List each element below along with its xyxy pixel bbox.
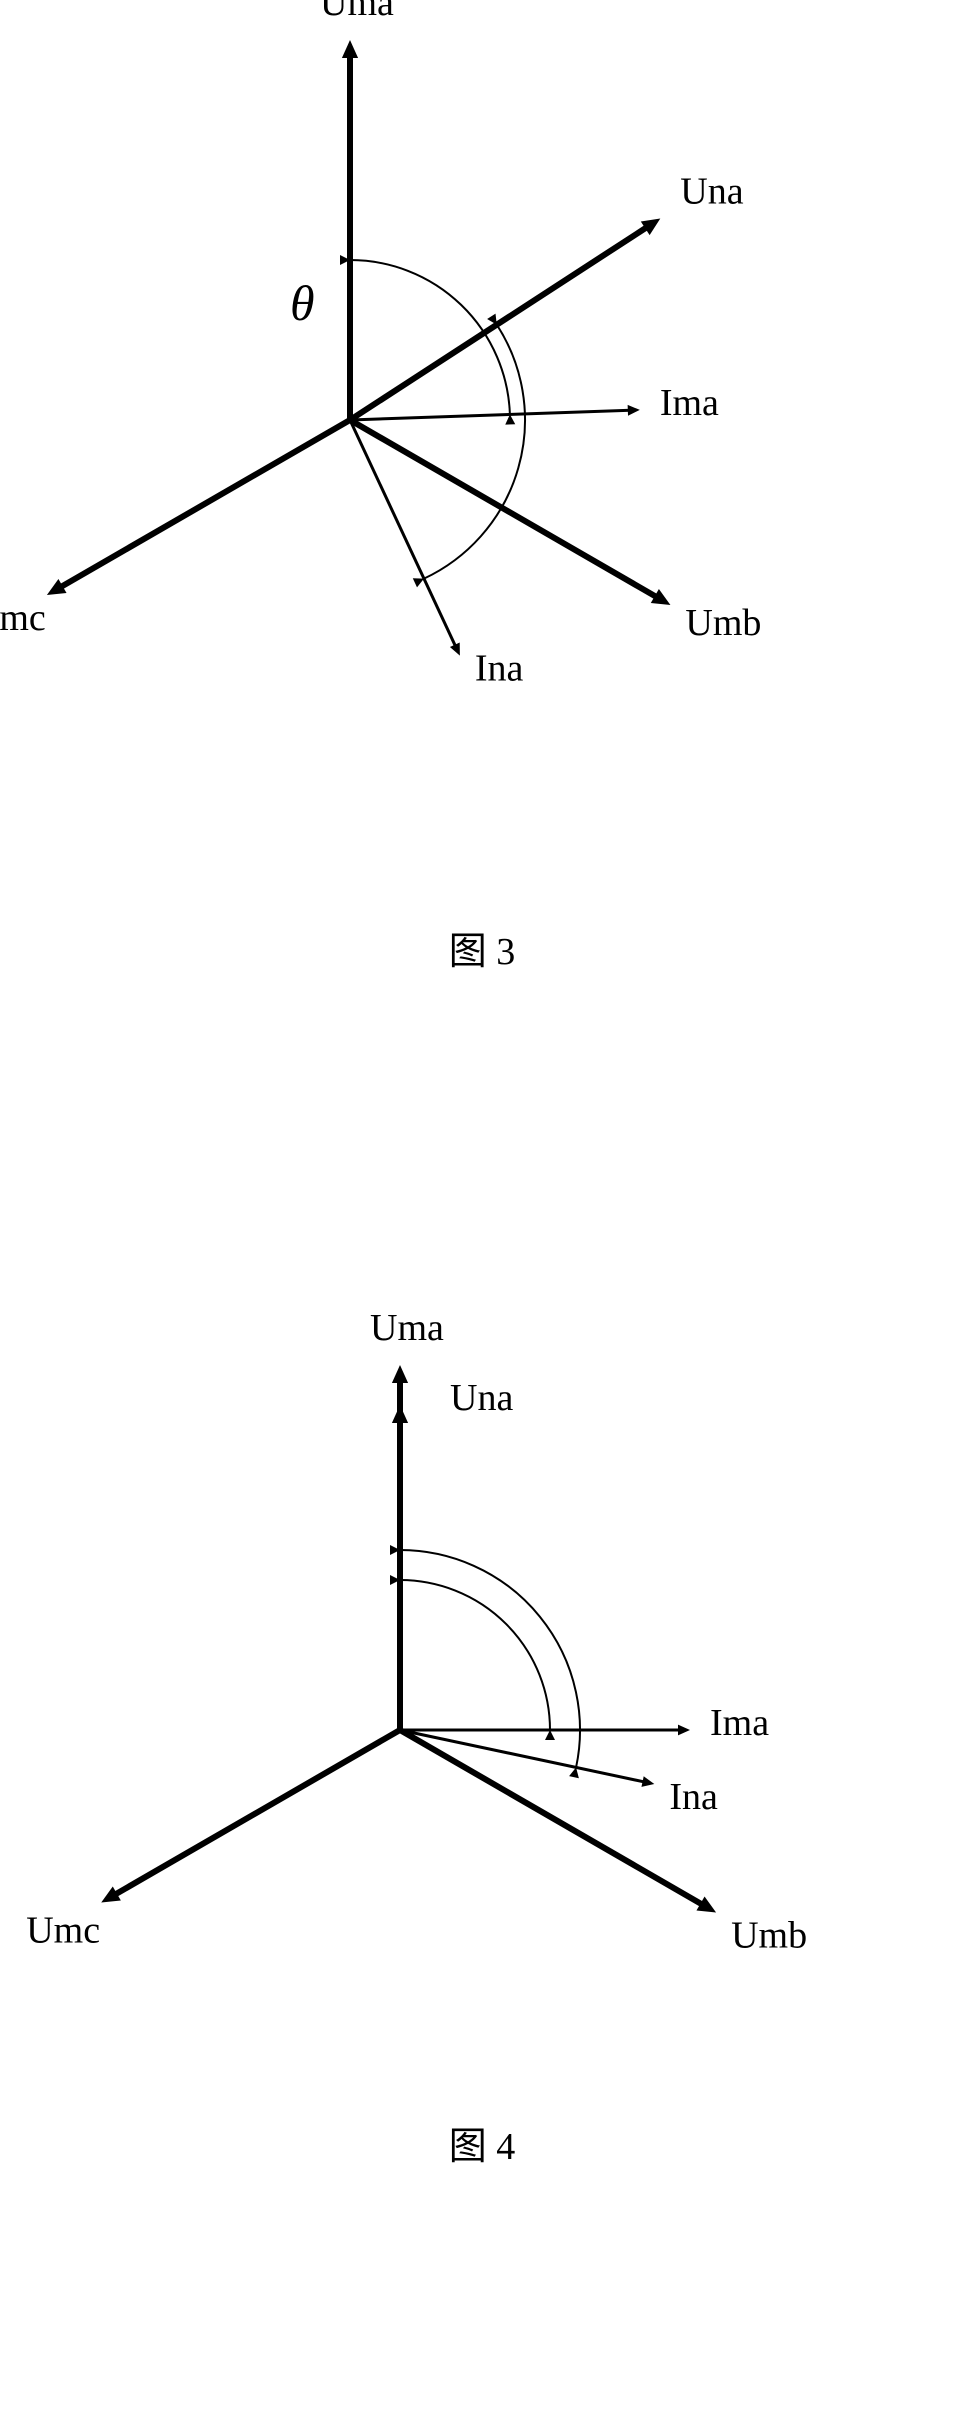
vector-Umb — [350, 420, 658, 598]
arc-arc1 — [350, 260, 510, 414]
vector-label-Uma: Uma — [320, 0, 394, 24]
figure-4-svg: UmaUna Ima Ina Umb Umc — [0, 1245, 964, 2115]
vector-label-Umc: Umc — [0, 597, 46, 639]
theta-label: θ — [290, 275, 315, 331]
vector-label-Una: Una — [450, 1377, 513, 1419]
spacer — [0, 975, 964, 1245]
vector-arrowhead-Uma — [392, 1365, 408, 1383]
vector-Ina — [400, 1730, 645, 1782]
vector-label-Umb: Umb — [685, 602, 761, 644]
bottom-spacer — [0, 2170, 964, 2230]
vector-arrowhead-Una — [392, 1405, 408, 1423]
vector-label-Umb: Umb — [731, 1915, 807, 1957]
figure-3-container: Uma Una Ima Umb Ina Umc θ 图 3 — [0, 0, 964, 975]
vector-label-Umc: Umc — [26, 1910, 100, 1952]
vector-arrowhead-Uma — [342, 40, 358, 58]
vector-Ina — [350, 420, 456, 647]
vector-Una — [350, 226, 648, 420]
vector-arrowhead-Ima — [678, 1725, 690, 1736]
vector-label-Uma: Uma — [370, 1307, 444, 1349]
arc-arrow — [413, 578, 424, 587]
figure-4-caption: 图 4 — [0, 2115, 964, 2170]
vector-label-Ina: Ina — [669, 1776, 718, 1818]
vector-label-Ima: Ima — [710, 1702, 769, 1744]
vector-arrowhead-Ina — [641, 1776, 654, 1787]
vector-Ima — [350, 410, 630, 420]
figure-3-caption: 图 3 — [0, 920, 964, 975]
vector-Umb — [400, 1730, 704, 1905]
vector-Umc — [114, 1730, 400, 1895]
figure-4-container: UmaUna Ima Ina Umb Umc 图 4 — [0, 1245, 964, 2170]
vector-label-Ina: Ina — [475, 648, 524, 690]
vector-Umc — [59, 420, 350, 588]
figure-3-svg: Uma Una Ima Umb Ina Umc θ — [0, 0, 964, 920]
vector-label-Una: Una — [680, 170, 743, 212]
vector-arrowhead-Ima — [628, 405, 640, 416]
vector-label-Ima: Ima — [660, 382, 719, 424]
